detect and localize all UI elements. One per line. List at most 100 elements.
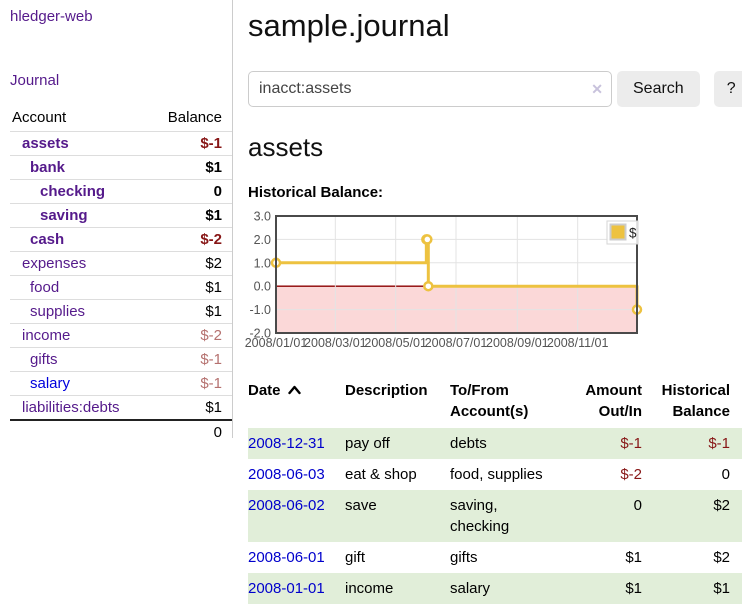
transaction-date-link[interactable]: 2008-01-01: [248, 580, 325, 597]
account-balance: 0: [213, 183, 222, 200]
transaction-date-cell: 2008-01-01: [248, 573, 345, 604]
transaction-date-link[interactable]: 2008-06-03: [248, 466, 325, 483]
historical-balance-chart-svg: $3.0 2.0 1.0 0.0 -1.0 -2.02008/01/012008/03/0…: [245, 210, 643, 350]
transaction-amount: $-2: [620, 466, 642, 483]
data-point: [423, 280, 434, 292]
transaction-balance: $-1: [708, 435, 730, 452]
account-name-cell: checking: [10, 180, 148, 204]
x-tick-label: 2008/07/01: [425, 336, 488, 350]
legend-label: $: [629, 226, 637, 241]
account-balance: $1: [205, 207, 222, 224]
transaction-row: 2008-12-31 pay off debts $-1 $-1: [248, 428, 742, 459]
accounts-total-spacer: [10, 419, 149, 444]
column-header-label: Description: [345, 382, 428, 399]
account-link-liabilities:debts[interactable]: liabilities:debts: [22, 399, 120, 416]
account-link-assets[interactable]: assets: [22, 135, 69, 152]
transaction-amount: $-1: [620, 435, 642, 452]
main-content: sample.journal ✕ Search ? assets Histori…: [233, 0, 742, 604]
account-balance: $1: [205, 159, 222, 176]
transaction-amount: 0: [633, 497, 642, 514]
column-header-label: Date: [248, 382, 281, 399]
column-header-description: Description: [345, 376, 450, 428]
account-row: income $-2: [10, 323, 232, 348]
account-link-gifts[interactable]: gifts: [30, 351, 58, 368]
transaction-description: income: [345, 580, 394, 597]
transaction-accounts: food, supplies: [450, 466, 543, 483]
account-name-cell: cash: [10, 228, 148, 252]
x-tick-label: 2008/03/01: [304, 336, 367, 350]
y-tick-label: 1.0: [254, 256, 271, 270]
y-tick-label: 2.0: [254, 233, 271, 247]
journal-link[interactable]: Journal: [10, 72, 60, 89]
account-link-expenses[interactable]: expenses: [22, 255, 87, 272]
account-balance: $-2: [200, 231, 222, 248]
transaction-description: gift: [345, 549, 366, 566]
transaction-date-link[interactable]: 2008-06-01: [248, 549, 325, 566]
account-link-bank[interactable]: bank: [30, 159, 66, 176]
x-tick-label: 2008/05/01: [364, 336, 427, 350]
account-link-salary[interactable]: salary: [30, 375, 71, 392]
account-row: salary $-1: [10, 371, 232, 396]
account-link-saving[interactable]: saving: [40, 207, 88, 224]
account-balance: $-1: [200, 375, 222, 392]
transaction-date-cell: 2008-06-03: [248, 459, 345, 490]
search-button[interactable]: Search: [617, 71, 700, 107]
account-balance: $1: [205, 399, 222, 416]
sort-ascending-icon: [287, 385, 301, 395]
account-link-supplies[interactable]: supplies: [30, 303, 86, 320]
chart-legend: $: [606, 220, 639, 245]
account-name-cell: supplies: [10, 300, 148, 324]
account-name-cell: expenses: [10, 252, 148, 276]
column-header-to-from: To/From Account(s): [450, 376, 580, 428]
account-row: bank $1: [10, 155, 232, 180]
y-tick-label: -1.0: [249, 303, 271, 317]
data-point: [422, 234, 433, 245]
account-balance: $-1: [200, 135, 222, 152]
column-header-label: Amount Out/In: [585, 382, 642, 420]
accounts-header-balance: Balance: [167, 109, 222, 126]
app-title-link[interactable]: hledger-web: [10, 8, 93, 25]
account-row: checking 0: [10, 179, 232, 204]
account-row: expenses $2: [10, 251, 232, 276]
account-heading: assets: [248, 132, 324, 162]
clear-search-icon[interactable]: ✕: [591, 81, 603, 97]
historical-balance-chart: $3.0 2.0 1.0 0.0 -1.0 -2.0 2008/01/01 2008/03/0…: [245, 210, 742, 352]
account-name-cell: gifts: [10, 348, 148, 372]
accounts-header-row: Account Balance: [10, 106, 232, 132]
transaction-accounts: salary: [450, 580, 491, 597]
x-tick-label: 2008/11/01: [547, 336, 609, 350]
account-link-income[interactable]: income: [22, 327, 71, 344]
search-form: ✕ Search ?: [248, 71, 742, 107]
transaction-row: 2008-06-02 save saving, checking 0 $2: [248, 490, 742, 542]
y-tick-label: 0.0: [254, 280, 271, 294]
account-link-cash[interactable]: cash: [30, 231, 65, 248]
accounts-total-value: 0: [148, 419, 232, 444]
transaction-accounts: debts: [450, 435, 487, 452]
transaction-accounts: gifts: [450, 549, 478, 566]
account-balance: $1: [205, 279, 222, 296]
transaction-balance: $1: [713, 580, 730, 597]
page-title: sample.journal: [248, 8, 450, 43]
transaction-date-link[interactable]: 2008-06-02: [248, 497, 325, 514]
legend-swatch: [609, 223, 627, 241]
transaction-row: 2008-06-01 gift gifts $1 $2: [248, 542, 742, 573]
accounts-table: Account Balance assets $-1 bank $1 checking 0…: [10, 106, 232, 444]
account-row: cash $-2: [10, 227, 232, 252]
account-name-cell: income: [10, 324, 148, 348]
x-tick-label: 2008/09/01: [486, 336, 549, 350]
transaction-balance: $2: [713, 549, 730, 566]
account-link-food[interactable]: food: [30, 279, 60, 296]
transaction-date-link[interactable]: 2008-12-31: [248, 435, 325, 452]
help-button[interactable]: ?: [713, 71, 742, 107]
account-name-cell: assets: [10, 132, 148, 156]
column-header-label: To/From Account(s): [450, 382, 529, 420]
sidebar: hledger-web Journal Account Balance asse…: [0, 0, 233, 444]
search-input[interactable]: [248, 71, 612, 107]
account-row: gifts $-1: [10, 347, 232, 372]
account-link-checking[interactable]: checking: [40, 183, 106, 200]
transaction-date-cell: 2008-12-31: [248, 428, 345, 459]
account-name-cell: liabilities:debts: [10, 396, 148, 421]
column-header-date: Date: [248, 376, 345, 428]
account-row: saving $1: [10, 203, 232, 228]
